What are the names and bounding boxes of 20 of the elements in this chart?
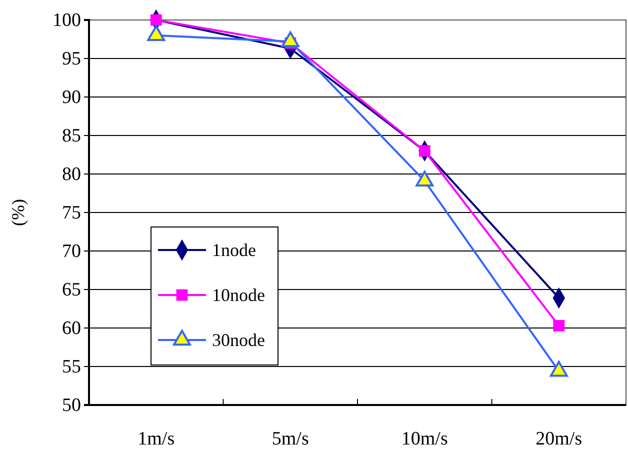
x-tick-label: 20m/s <box>536 428 582 450</box>
x-tick-label: 10m/s <box>401 428 448 450</box>
y-tick-label: 90 <box>62 87 81 108</box>
y-tick-label: 95 <box>62 48 81 70</box>
y-tick-label: 70 <box>62 241 81 262</box>
y-axis-title: (%) <box>8 199 28 226</box>
point <box>553 320 565 332</box>
legend-label: 10node <box>212 285 265 305</box>
y-tick-label: 65 <box>62 280 81 301</box>
x-tick-label: 1m/s <box>138 428 175 450</box>
y-tick-label: 75 <box>62 202 81 224</box>
y-tick-label: 80 <box>62 164 81 186</box>
y-tick-label: 50 <box>62 395 81 416</box>
x-tick-label: 5m/s <box>272 428 309 450</box>
legend-label: 30node <box>212 330 265 350</box>
y-tick-label: 100 <box>52 10 81 32</box>
y-tick-label: 60 <box>62 318 81 340</box>
y-tick-label: 85 <box>62 126 81 147</box>
y-tick-label: 55 <box>62 356 81 378</box>
legend-label: 1node <box>212 240 256 260</box>
